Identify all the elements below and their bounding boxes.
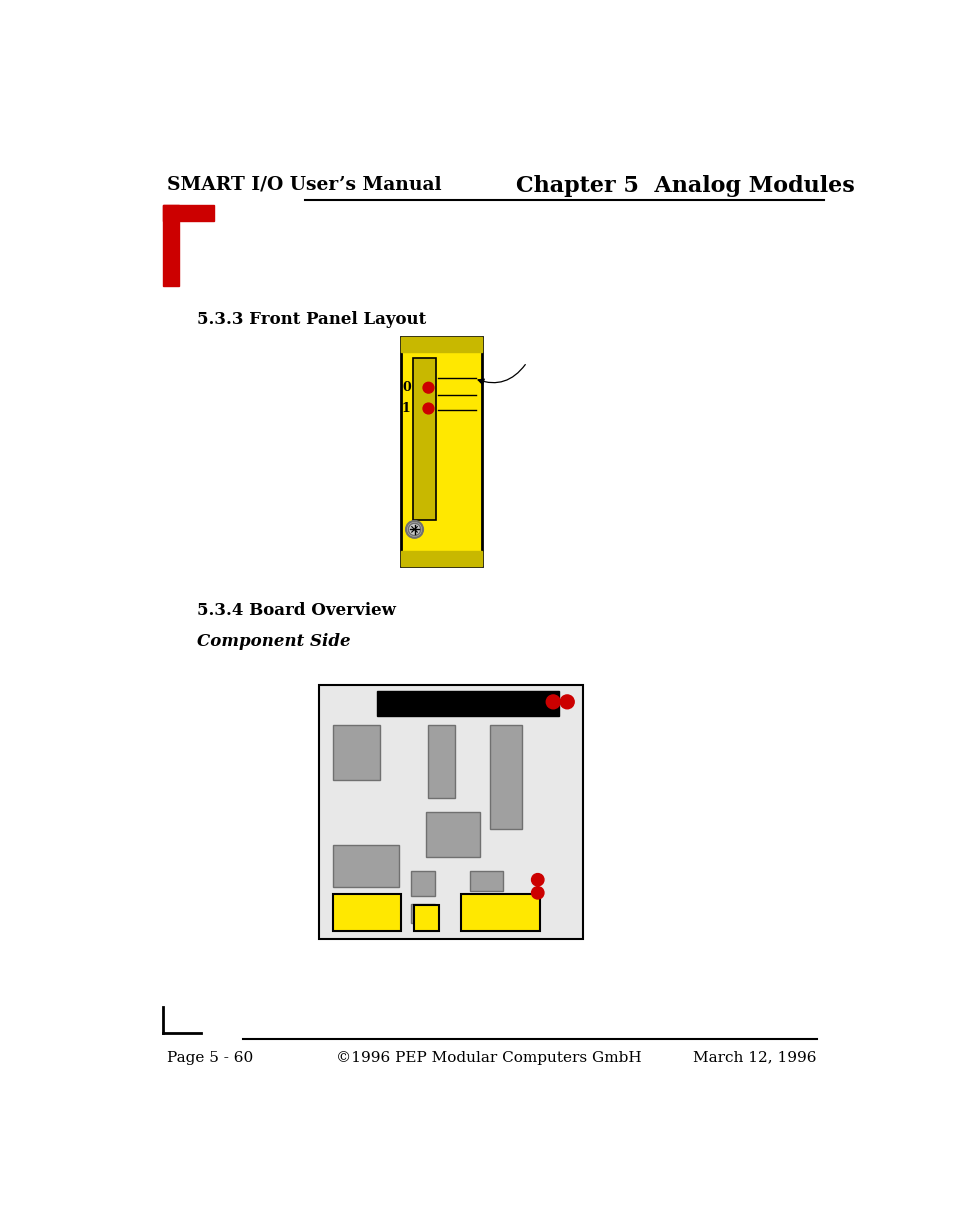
Bar (163, 206, 179, 286)
Circle shape (531, 873, 543, 886)
Circle shape (408, 523, 420, 535)
Bar (460, 894, 539, 931)
Circle shape (406, 520, 422, 537)
Bar (333, 894, 401, 931)
Circle shape (422, 382, 434, 393)
Text: March 12, 1996: March 12, 1996 (693, 1051, 816, 1065)
Circle shape (559, 694, 574, 709)
Bar (413, 359, 436, 520)
Bar (427, 725, 455, 798)
Text: 1: 1 (401, 402, 410, 415)
Text: 5.3.4 Board Overview: 5.3.4 Board Overview (196, 602, 395, 619)
Text: SMART I/O User’s Manual: SMART I/O User’s Manual (167, 175, 441, 193)
Bar (470, 871, 502, 891)
Circle shape (531, 886, 543, 899)
Bar (426, 812, 480, 856)
Text: ©1996 PEP Modular Computers GmbH: ©1996 PEP Modular Computers GmbH (335, 1051, 641, 1065)
Bar (400, 337, 481, 567)
Bar (400, 551, 481, 567)
Text: 5.3.3 Front Panel Layout: 5.3.3 Front Panel Layout (196, 311, 426, 328)
Bar (400, 337, 481, 353)
Bar (319, 685, 582, 939)
Bar (163, 206, 213, 220)
Bar (489, 725, 521, 829)
Bar (333, 845, 398, 888)
Bar (377, 691, 558, 716)
Bar (410, 871, 435, 896)
Text: Component Side: Component Side (196, 634, 350, 651)
Bar (410, 905, 435, 923)
Text: Page 5 - 60: Page 5 - 60 (167, 1051, 253, 1065)
Text: Chapter 5  Analog Modules: Chapter 5 Analog Modules (515, 175, 854, 197)
Bar (333, 725, 379, 781)
Circle shape (546, 694, 559, 709)
Bar (414, 905, 438, 931)
Text: 0: 0 (401, 381, 410, 394)
Circle shape (422, 402, 434, 413)
